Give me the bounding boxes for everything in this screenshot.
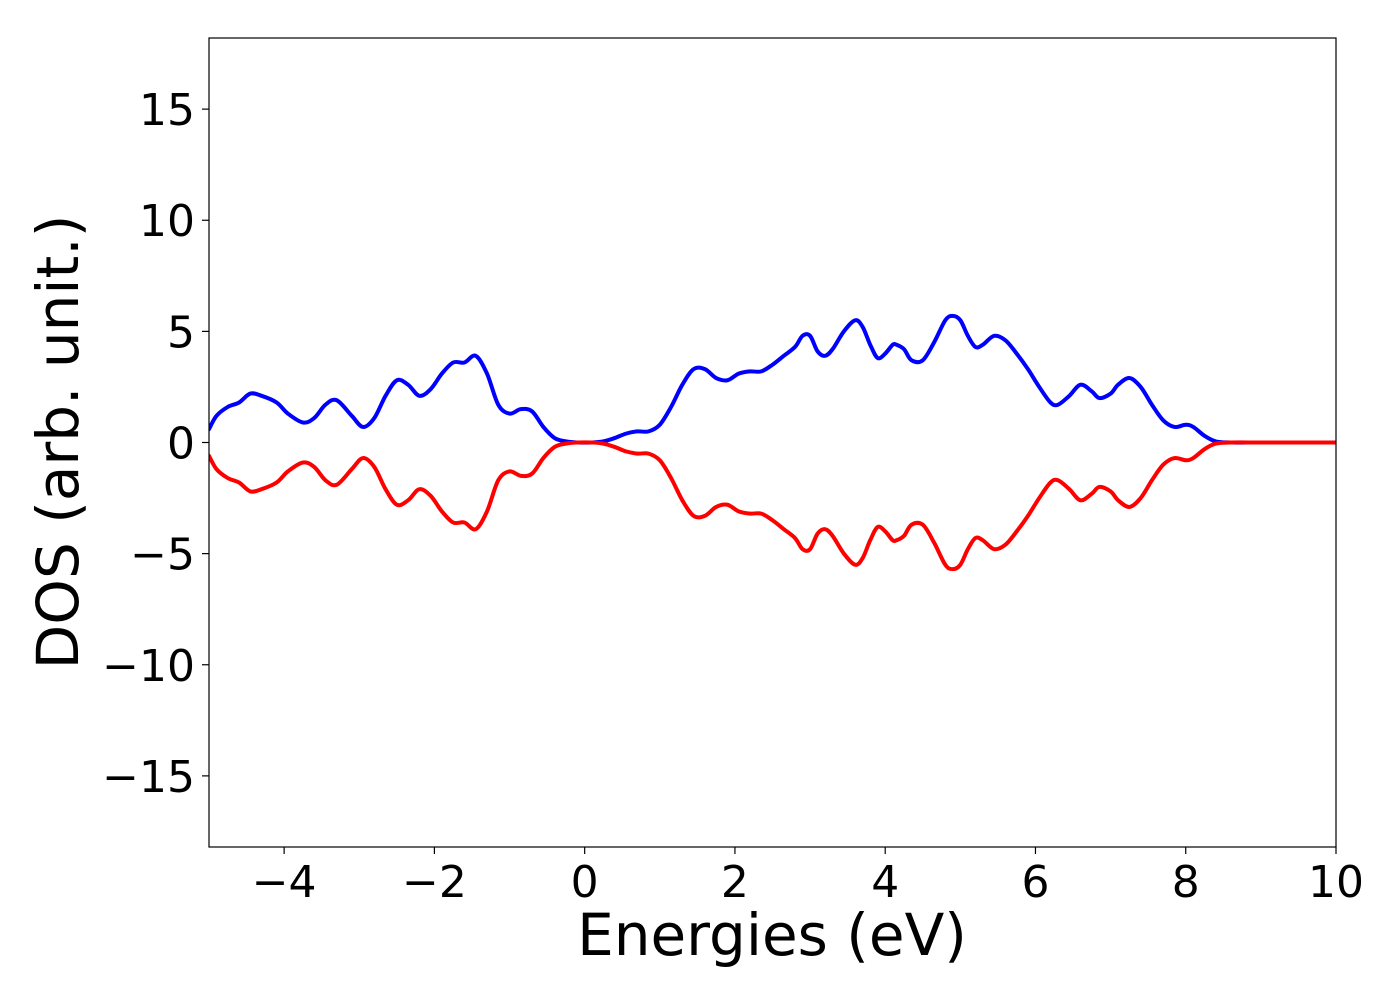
x-axis-label: Energies (eV) xyxy=(577,901,967,969)
y-tick-label: 5 xyxy=(167,307,195,358)
x-axis-ticks: −4 −2 0 2 4 6 8 10 xyxy=(252,847,1364,908)
x-tick-label: −2 xyxy=(402,857,467,908)
dos-line-blue xyxy=(209,313,1336,445)
plot-frame xyxy=(208,37,1337,848)
x-tick-label: 6 xyxy=(1021,857,1049,908)
y-axis-ticks: 15 10 5 0 −5 −10 −15 xyxy=(102,85,209,803)
x-tick-label: 8 xyxy=(1172,857,1200,908)
x-tick-label: −4 xyxy=(252,857,317,908)
x-tick-label: 4 xyxy=(871,857,899,908)
dos-line-red xyxy=(209,440,1336,572)
y-tick-label: 10 xyxy=(139,196,195,247)
y-tick-label: −5 xyxy=(130,530,195,581)
y-axis-label: DOS (arb. unit.) xyxy=(24,215,92,670)
x-tick-label: 0 xyxy=(571,857,599,908)
y-tick-label: −15 xyxy=(102,752,195,803)
y-tick-label: 15 xyxy=(139,85,195,136)
series-layer xyxy=(209,313,1336,572)
x-tick-label: 10 xyxy=(1308,857,1364,908)
y-tick-label: 0 xyxy=(167,419,195,470)
y-tick-label: −10 xyxy=(102,641,195,692)
x-tick-label: 2 xyxy=(721,857,749,908)
